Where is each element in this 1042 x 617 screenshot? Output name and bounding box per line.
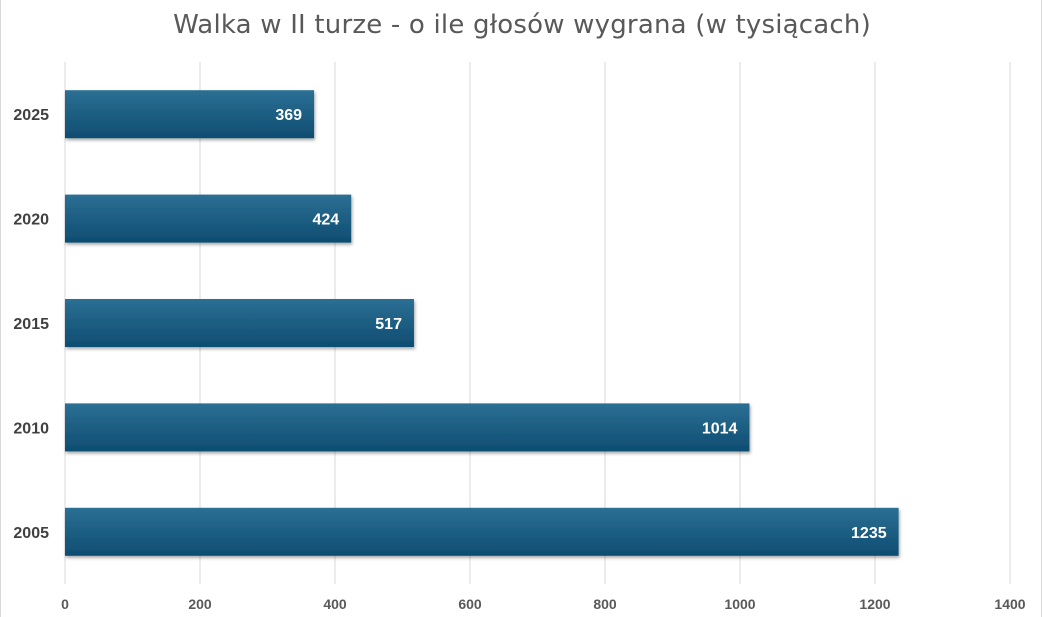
data-label-2020: 424 (312, 212, 339, 229)
data-label-2025: 369 (275, 107, 302, 124)
bars (65, 90, 899, 556)
data-label-2015: 517 (375, 316, 402, 333)
labels: 0 200 400 600 800 1000 1200 1400 2025 369 2020 424 2… (13, 107, 1025, 612)
x-tick-label: 1200 (859, 596, 890, 612)
bar-2020 (65, 194, 352, 243)
x-tick-label: 600 (458, 596, 482, 612)
x-tick-label: 0 (61, 596, 69, 612)
x-tick-label: 800 (593, 596, 617, 612)
bar-2025 (65, 90, 315, 139)
bar-2015 (65, 299, 414, 347)
data-label-2005: 1235 (851, 525, 887, 542)
category-label-2020: 2020 (13, 212, 49, 229)
category-label-2010: 2010 (13, 420, 49, 437)
bar-2005 (65, 507, 899, 556)
x-tick-label: 200 (188, 596, 212, 612)
category-label-2015: 2015 (13, 316, 49, 333)
x-tick-label: 1400 (994, 596, 1025, 612)
data-label-2010: 1014 (702, 420, 738, 437)
category-label-2025: 2025 (13, 107, 49, 124)
x-tick-label: 400 (323, 596, 347, 612)
category-label-2005: 2005 (13, 525, 49, 542)
bar-2010 (65, 403, 750, 452)
chart-title: Walka w II turze - o ile głosów wygrana … (173, 10, 871, 40)
x-tick-label: 1000 (724, 596, 755, 612)
